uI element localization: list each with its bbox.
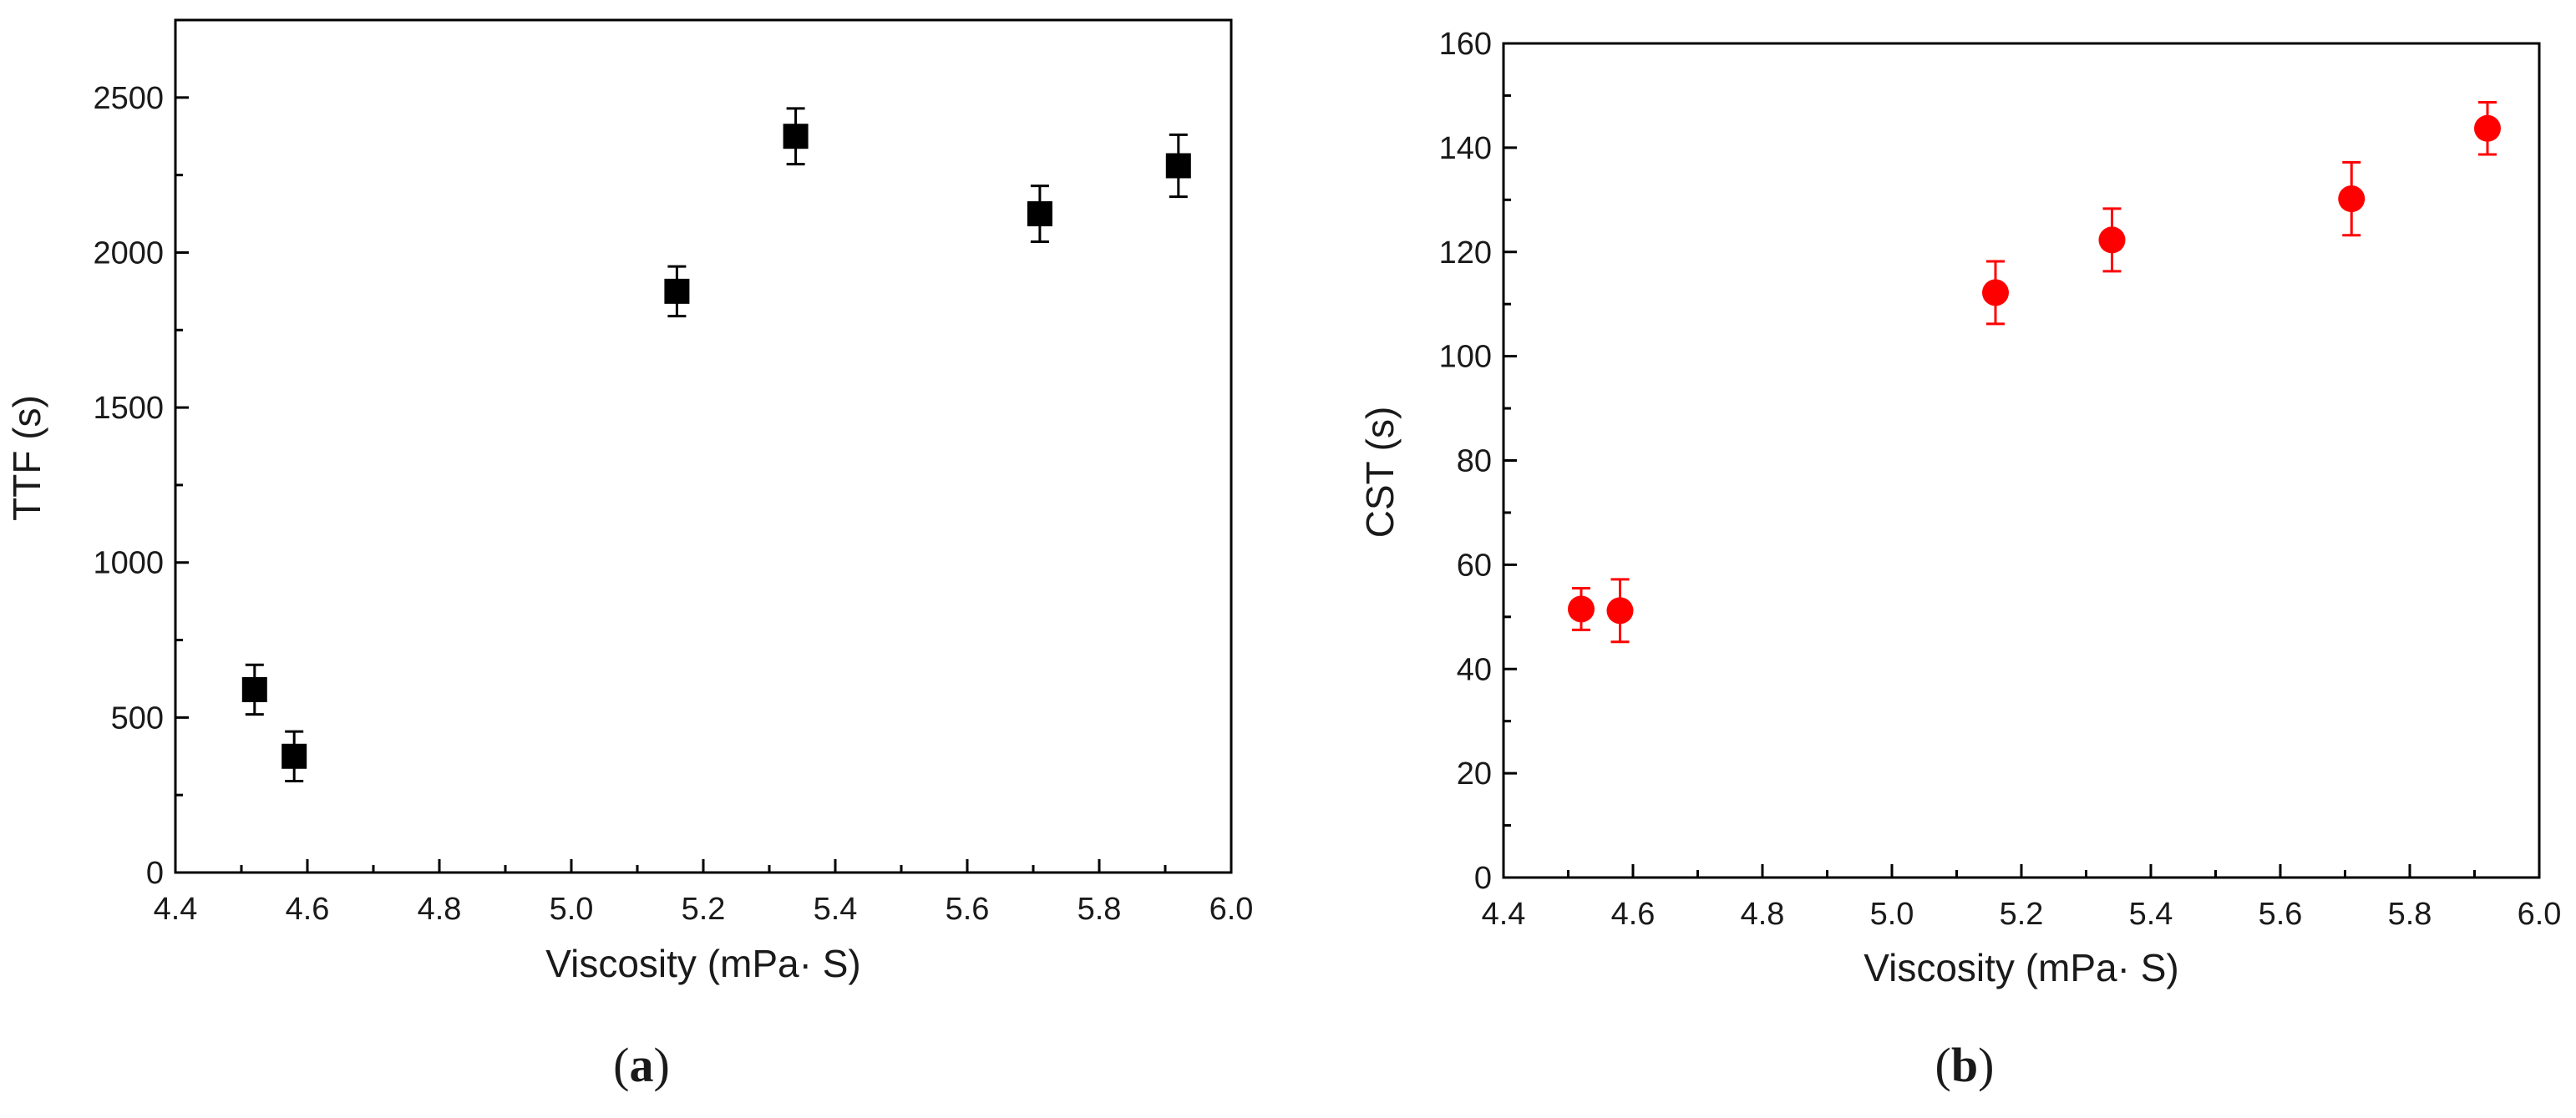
y-tick-label: 100 bbox=[1439, 340, 1492, 375]
data-point bbox=[241, 663, 267, 716]
caption-close-paren: ) bbox=[1978, 1038, 1994, 1092]
x-tick-label: 5.0 bbox=[550, 892, 594, 927]
y-tick-label: 80 bbox=[1457, 444, 1492, 479]
square-marker bbox=[783, 124, 809, 149]
data-point bbox=[281, 730, 307, 782]
y-tick-label: 1500 bbox=[93, 391, 164, 426]
x-tick-label: 5.6 bbox=[2259, 897, 2303, 932]
data-point bbox=[1606, 578, 1634, 644]
x-tick-label: 5.4 bbox=[2129, 897, 2173, 932]
data-point bbox=[1165, 133, 1191, 199]
data-point bbox=[2098, 207, 2126, 273]
circle-marker bbox=[2338, 185, 2366, 213]
y-axis-label: CST (s) bbox=[1358, 407, 1402, 539]
chart-panel-a: 4.4 4.6 4.8 5.0 5.2 5.4 5.6 5.8 6.0 0 500 1000 1500 2… bbox=[5, 18, 1254, 1092]
x-tick-label: 4.6 bbox=[1611, 897, 1656, 932]
x-tick-label: 6.0 bbox=[1209, 892, 1254, 927]
circle-marker bbox=[2474, 114, 2501, 142]
data-point bbox=[1982, 260, 2009, 326]
data-point bbox=[783, 107, 809, 166]
y-tick-label: 2000 bbox=[93, 235, 164, 271]
panel-caption: (b) bbox=[1935, 1038, 1995, 1092]
data-point bbox=[1568, 586, 1595, 631]
x-tick-label: 5.0 bbox=[1870, 897, 1914, 932]
data-point bbox=[664, 265, 690, 318]
y-axis-label: TTF (s) bbox=[5, 395, 48, 521]
data-point bbox=[2338, 160, 2366, 237]
chart-panel-b: 4.4 4.6 4.8 5.0 5.2 5.4 5.6 5.8 6.0 0 20 40 60 80 100 1… bbox=[1358, 27, 2561, 1092]
x-tick-label: 4.8 bbox=[1741, 897, 1785, 932]
y-tick-label: 20 bbox=[1457, 756, 1492, 792]
caption-open-paren: ( bbox=[613, 1038, 629, 1092]
y-tick-label: 500 bbox=[111, 701, 164, 736]
x-tick-label: 5.8 bbox=[2388, 897, 2432, 932]
x-tick-label: 5.6 bbox=[946, 892, 990, 927]
x-tick-label: 5.4 bbox=[814, 892, 858, 927]
y-tick-label: 0 bbox=[1474, 861, 1492, 896]
plot-frame bbox=[174, 18, 1233, 874]
plot-frame bbox=[1502, 42, 2541, 879]
caption-close-paren: ) bbox=[654, 1038, 670, 1092]
y-tick-label: 120 bbox=[1439, 235, 1492, 271]
circle-marker bbox=[1982, 279, 2009, 306]
x-axis-label: Viscosity (mPa· S) bbox=[545, 942, 860, 985]
x-tick-label: 5.8 bbox=[1078, 892, 1122, 927]
x-tick-label: 4.8 bbox=[418, 892, 462, 927]
circle-marker bbox=[1568, 595, 1595, 623]
x-axis-label: Viscosity (mPa· S) bbox=[1864, 946, 2178, 989]
y-tick-label: 160 bbox=[1439, 27, 1492, 62]
caption-open-paren: ( bbox=[1935, 1038, 1951, 1092]
square-marker bbox=[664, 278, 690, 304]
data-point bbox=[1027, 185, 1052, 243]
y-tick-label: 40 bbox=[1457, 652, 1492, 687]
x-tick-label: 5.2 bbox=[2000, 897, 2044, 932]
y-tick-label: 140 bbox=[1439, 131, 1492, 166]
x-tick-label: 6.0 bbox=[2518, 897, 2562, 932]
x-tick-label: 5.2 bbox=[682, 892, 726, 927]
circle-marker bbox=[1606, 597, 1634, 625]
square-marker bbox=[241, 676, 267, 702]
y-tick-label: 2500 bbox=[93, 81, 164, 116]
y-tick-label: 60 bbox=[1457, 548, 1492, 583]
circle-marker bbox=[2098, 226, 2126, 254]
data-point bbox=[2474, 101, 2501, 156]
x-tick-label: 4.4 bbox=[154, 892, 198, 927]
y-tick-label: 0 bbox=[146, 856, 164, 891]
caption-letter: a bbox=[630, 1038, 654, 1092]
y-tick-label: 1000 bbox=[93, 546, 164, 581]
x-tick-label: 4.4 bbox=[1482, 897, 1526, 932]
x-tick-label: 4.6 bbox=[286, 892, 330, 927]
caption-letter: b bbox=[1951, 1038, 1978, 1092]
square-marker bbox=[1165, 153, 1191, 179]
square-marker bbox=[1027, 201, 1052, 227]
panel-caption: (a) bbox=[613, 1038, 670, 1092]
square-marker bbox=[281, 743, 307, 769]
